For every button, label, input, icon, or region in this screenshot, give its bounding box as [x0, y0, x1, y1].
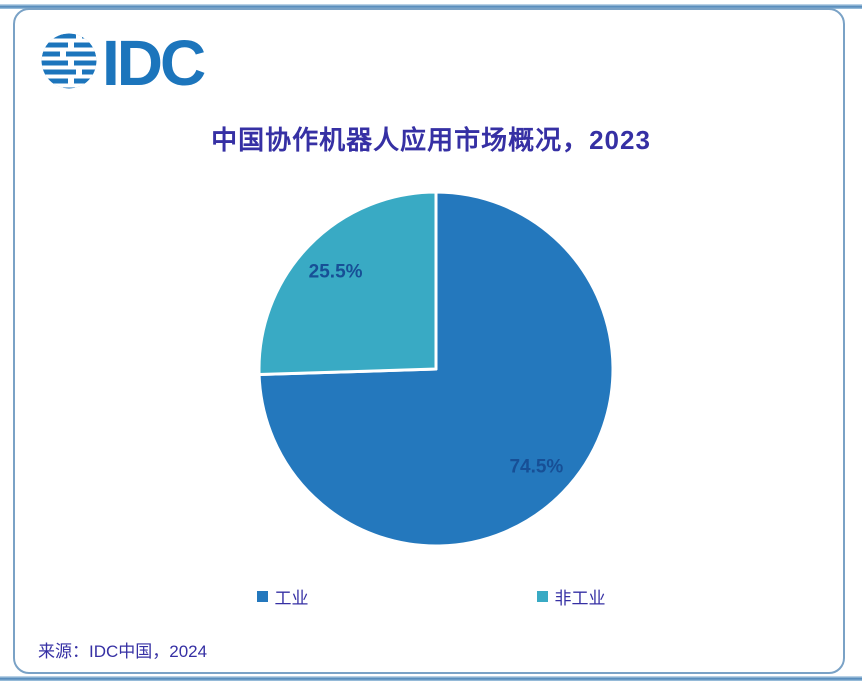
chart-title: 中国协作机器人应用市场概况，2023	[211, 125, 651, 155]
legend-label-industrial: 工业	[274, 589, 309, 608]
bottom-accent-line	[0, 676, 862, 681]
pie-slice-1	[257, 190, 438, 377]
top-accent-line	[0, 4, 862, 9]
idc-globe-icon	[41, 33, 97, 89]
idc-logo: IDC	[41, 27, 208, 99]
pie-chart: 74.5% 25.5%	[257, 190, 615, 548]
idc-logo-text: IDC	[102, 27, 205, 99]
legend-swatch-non-industrial	[536, 591, 548, 602]
legend-swatch-industrial	[256, 591, 268, 602]
legend: 工业 非工业	[0, 584, 862, 609]
legend-item-industrial: 工业	[256, 584, 309, 609]
source-note: 来源：IDC中国，2024	[38, 642, 208, 661]
pie-label-0: 74.5%	[509, 456, 563, 477]
legend-label-non-industrial: 非工业	[554, 589, 606, 608]
legend-item-non-industrial: 非工业	[536, 584, 606, 609]
pie-label-1: 25.5%	[309, 262, 363, 283]
